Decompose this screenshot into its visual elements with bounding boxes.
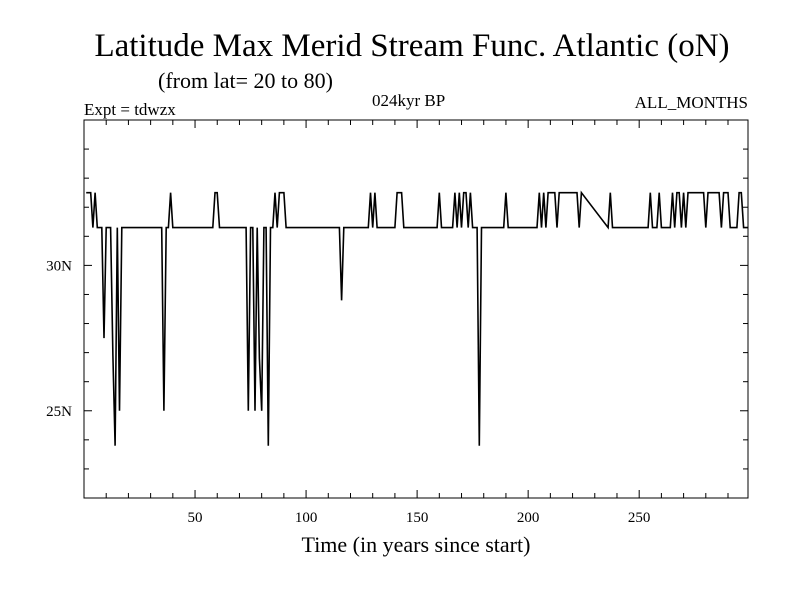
y-tick-label: 25N [46, 404, 72, 420]
y-tick-label: 30N [46, 258, 72, 274]
series-line [86, 190, 748, 446]
axis-tick-labels: 50 100 150 200 250 25N 30N [46, 258, 650, 526]
x-tick-label: 100 [295, 510, 318, 526]
x-tick-label: 50 [188, 510, 203, 526]
period-label: 024kyr BP [372, 91, 445, 110]
axis-ticks [84, 120, 748, 498]
x-axis-label: Time (in years since start) [302, 532, 531, 557]
x-tick-label: 200 [517, 510, 540, 526]
experiment-label: Expt = tdwzx [84, 100, 176, 119]
x-tick-label: 150 [406, 510, 429, 526]
months-label: ALL_MONTHS [635, 93, 748, 112]
x-tick-label: 250 [628, 510, 651, 526]
chart-title: Latitude Max Merid Stream Func. Atlantic… [94, 28, 729, 64]
series-group [86, 190, 748, 446]
chart-subtitle: (from lat= 20 to 80) [158, 68, 333, 93]
plot-frame [83, 119, 749, 499]
